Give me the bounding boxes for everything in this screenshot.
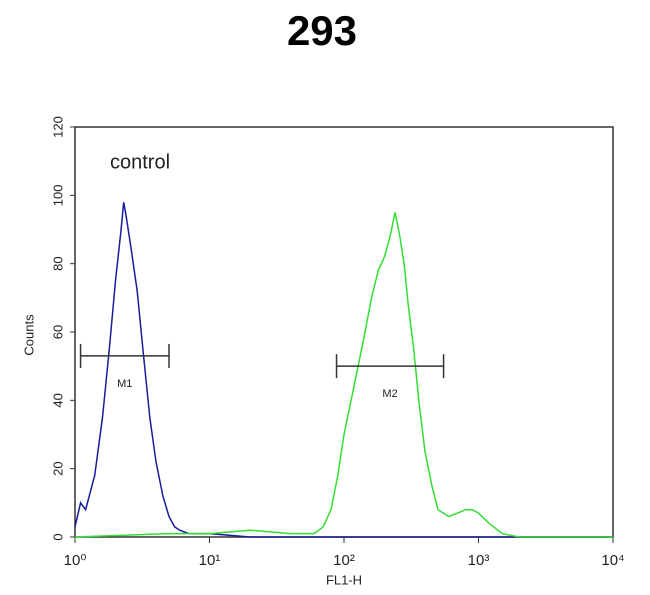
histogram-line [74, 212, 613, 538]
y-tick-label: 40 [50, 393, 65, 407]
y-axis-label: Counts [21, 314, 36, 356]
histogram-line [74, 202, 613, 538]
y-tick-label: 20 [50, 461, 65, 475]
gate-label: M1 [117, 378, 132, 390]
y-tick-label: 120 [50, 116, 65, 138]
y-tick-label: 0 [50, 533, 65, 540]
chart-title: 293 [287, 7, 357, 54]
annotation: control [110, 151, 170, 173]
x-tick-label: 10⁴ [601, 552, 624, 569]
y-tick-label: 60 [50, 325, 65, 339]
x-tick-label: 10² [333, 552, 355, 569]
gate-label: M2 [382, 388, 397, 400]
y-tick-label: 100 [50, 184, 65, 206]
x-axis-label: FL1-H [326, 572, 362, 587]
y-tick-label: 80 [50, 256, 65, 270]
x-tick-label: 10⁰ [64, 552, 87, 569]
plot-frame [74, 126, 614, 538]
x-tick-label: 10¹ [199, 552, 221, 569]
x-tick-label: 10³ [468, 552, 490, 569]
